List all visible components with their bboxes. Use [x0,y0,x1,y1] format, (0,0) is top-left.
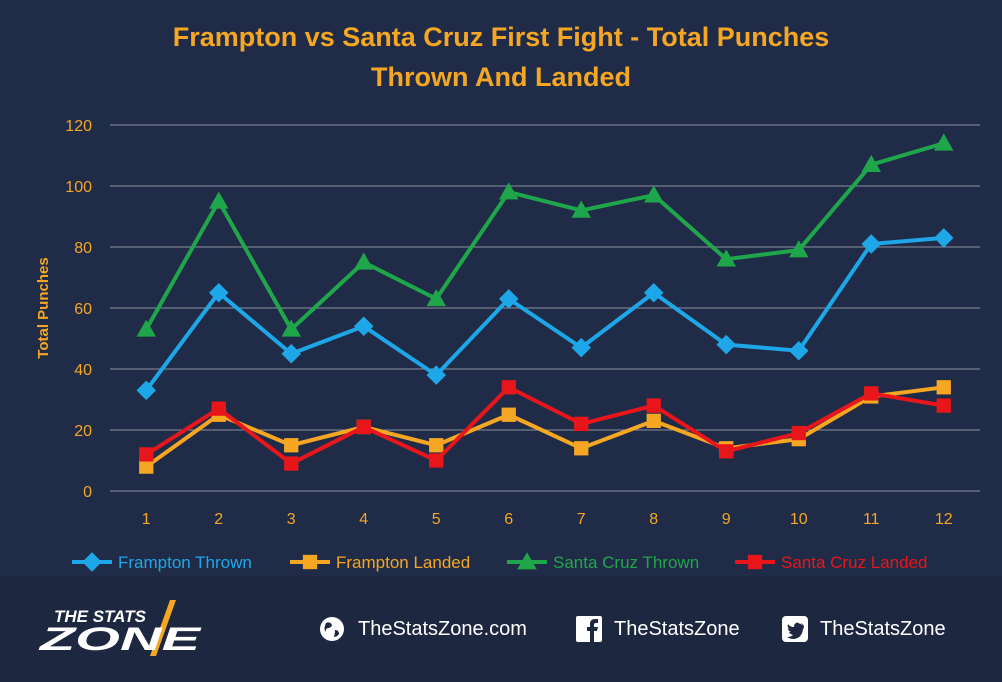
data-point [426,289,446,307]
x-tick-label: 3 [287,511,296,528]
data-point [574,416,589,432]
x-tick-label: 11 [863,511,880,528]
legend-marker [517,552,537,570]
data-point [574,441,589,456]
x-tick-label: 10 [790,511,808,528]
y-axis-title: Total Punches [35,257,52,358]
data-point [136,380,156,401]
data-point [936,398,951,413]
series-line-1 [144,235,944,392]
facebook-label: TheStatsZone [614,617,740,640]
data-point [644,185,664,203]
legend-label: Frampton Landed [336,553,470,572]
data-point [499,182,519,200]
y-tick-label: 40 [74,362,92,379]
footer-twitter[interactable]: TheStatsZone [782,614,946,644]
data-point [209,283,229,303]
x-tick-label: 4 [359,511,368,528]
data-point [861,154,881,172]
x-tick-label: 8 [649,511,658,528]
data-point [571,200,591,218]
data-point [281,319,301,337]
footer [0,576,1002,682]
series-line-3 [144,141,945,332]
data-point [646,413,661,428]
data-point [861,234,881,254]
data-point [429,438,444,453]
data-point [716,334,736,355]
website-label: TheStatsZone.com [358,617,527,640]
data-point [354,316,374,337]
footer-website[interactable]: TheStatsZone.com [318,614,527,644]
legend-label: Frampton Thrown [118,553,252,572]
x-tick-label: 7 [577,511,586,528]
legend-label: Santa Cruz Landed [781,553,928,572]
logo-brand-bottom: ZONE [38,621,203,657]
x-tick-label: 6 [504,511,513,528]
y-tick-label: 100 [65,179,92,196]
data-point [571,337,591,358]
data-point [934,228,954,248]
data-point [284,438,299,453]
data-point [281,344,301,364]
y-tick-label: 80 [74,240,92,257]
legend-marker [82,552,102,572]
data-point [354,252,374,270]
data-point [864,386,879,401]
chart-area: Frampton vs Santa Cruz First Fight - Tot… [35,22,980,572]
x-tick-label: 9 [722,511,731,528]
chart-title-line-2: Thrown And Landed [371,62,631,92]
logo-brand-top: THE STATS [54,607,147,626]
data-point [789,340,809,361]
data-point [501,407,516,422]
y-tick-label: 120 [65,118,92,135]
data-point [719,444,734,459]
data-point [139,447,154,462]
the-stats-zone-logo: THE STATS ZONE [38,600,203,657]
data-point [499,289,519,309]
data-point [936,380,951,395]
series-line-2 [145,385,945,469]
legend-label: Santa Cruz Thrown [553,553,699,572]
y-tick-label: 0 [83,484,92,501]
y-tick-label: 60 [74,301,92,318]
y-tick-label: 20 [74,423,92,440]
legend-marker [302,554,318,570]
legend-marker [747,554,763,570]
x-tick-label: 5 [432,511,441,528]
x-tick-label: 2 [214,511,223,528]
series-line-4 [145,385,945,466]
data-point [644,283,664,303]
footer-facebook[interactable]: TheStatsZone [576,614,740,644]
chart-title-line-1: Frampton vs Santa Cruz First Fight - Tot… [172,22,830,52]
twitter-icon [782,616,808,642]
data-point [136,319,156,337]
data-point [501,380,516,395]
data-point [646,398,661,413]
data-point [209,191,229,209]
data-point [791,425,806,441]
data-point [211,401,226,416]
twitter-label: TheStatsZone [820,617,946,640]
globe-icon [318,615,346,643]
data-point [426,365,446,385]
x-tick-label: 1 [142,511,151,528]
data-point [789,240,809,258]
facebook-icon [576,616,602,642]
data-point [284,456,299,471]
data-point [429,453,444,468]
data-point [716,249,736,267]
data-point [356,419,371,435]
data-point [934,133,954,151]
data-point [139,459,154,474]
x-tick-label: 12 [935,511,953,528]
